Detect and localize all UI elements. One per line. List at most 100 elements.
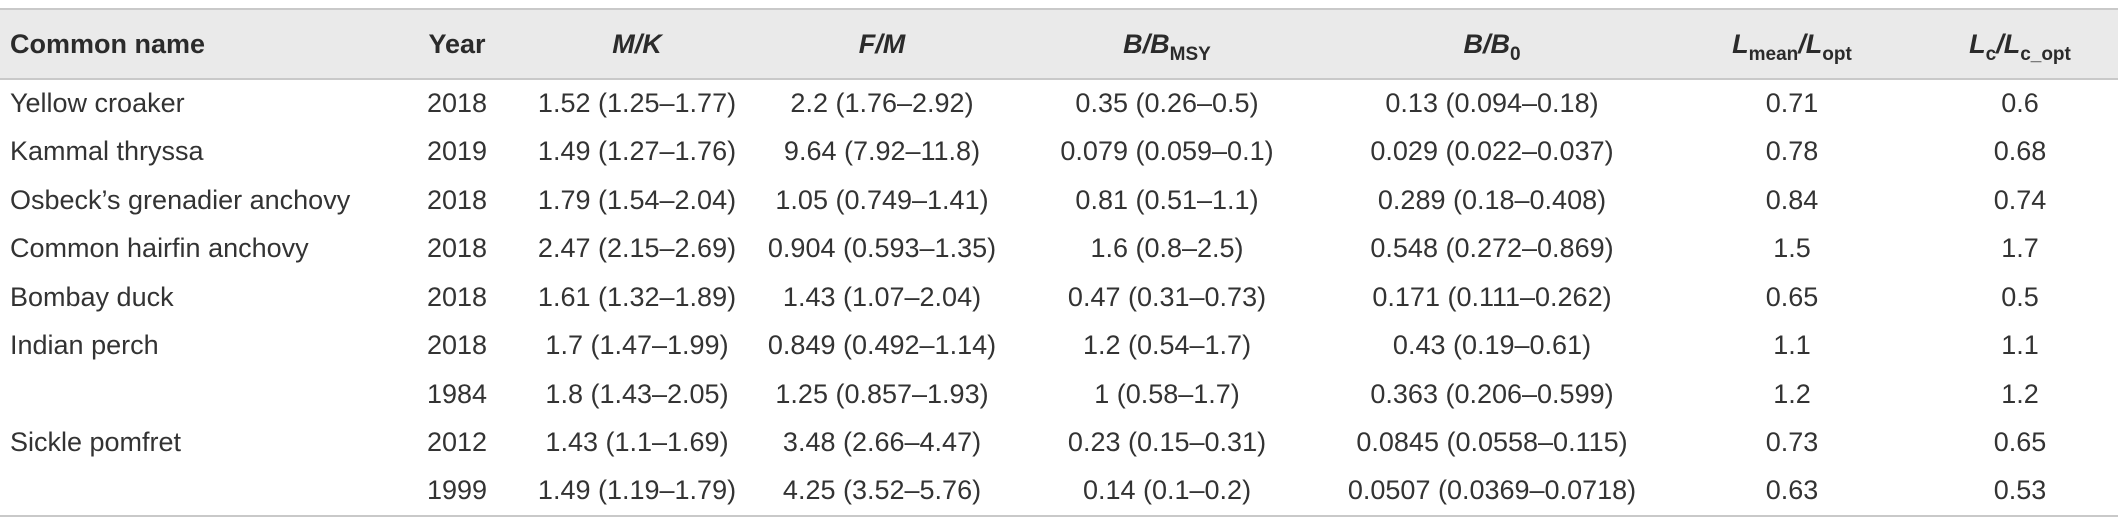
table-row: Common hairfin anchovy 2018 2.47 (2.15–2… (0, 225, 2118, 274)
cell-fm: 1.05 (0.749–1.41) (775, 184, 989, 215)
cell-common-name (0, 370, 392, 419)
cell-common-name: Kammal thryssa (10, 136, 204, 167)
cell-b-b0: 0.548 (0.272–0.869) (1370, 233, 1614, 264)
header-lmean-a: L (1732, 28, 1749, 59)
cell-lmean-lopt: 0.65 (1765, 281, 1819, 312)
header-lc-b: /L (1996, 28, 2021, 59)
table-row: Bombay duck 2018 1.61 (1.32–1.89) 1.43 (… (0, 273, 2118, 322)
header-row: Common name Year M/K F/M B/BMSY B/B0 Lme… (0, 9, 2118, 79)
header-lc-a: L (1969, 28, 1986, 59)
cell-fm: 0.904 (0.593–1.35) (767, 233, 997, 264)
header-b-bmsy-main: B/B (1123, 28, 1170, 59)
cell-lc-lcopt: 1.1 (2001, 330, 2039, 361)
cell-lc-lcopt: 0.68 (1993, 136, 2047, 167)
header-lmean-lopt: Lmean/Lopt (1662, 9, 1922, 79)
cell-b-bmsy: 0.14 (0.1–0.2) (1082, 475, 1252, 506)
cell-b-bmsy: 0.81 (0.51–1.1) (1075, 184, 1259, 215)
header-lmean-b-sub: opt (1822, 43, 1852, 65)
cell-year: 2018 (426, 233, 488, 264)
cell-lmean-lopt: 1.2 (1773, 378, 1811, 409)
header-lmean-b: /L (1798, 28, 1823, 59)
cell-fm: 4.25 (3.52–5.76) (782, 475, 982, 506)
table-row: Sickle pomfret 2012 1.43 (1.1–1.69) 3.48… (0, 419, 2118, 468)
cell-mk: 1.7 (1.47–1.99) (545, 330, 729, 361)
cell-lmean-lopt: 0.63 (1765, 475, 1819, 506)
cell-common-name: Osbeck’s grenadier anchovy (10, 184, 351, 215)
cell-b-bmsy: 0.35 (0.26–0.5) (1075, 88, 1259, 119)
cell-lc-lcopt: 0.5 (2001, 281, 2039, 312)
cell-lmean-lopt: 0.73 (1765, 427, 1819, 458)
cell-lc-lcopt: 0.65 (1993, 427, 2047, 458)
header-year: Year (428, 28, 486, 59)
cell-year: 2019 (426, 136, 488, 167)
cell-b-b0: 0.43 (0.19–0.61) (1392, 330, 1592, 361)
cell-common-name: Common hairfin anchovy (10, 233, 309, 264)
table-row: Yellow croaker 2018 1.52 (1.25–1.77) 2.2… (0, 79, 2118, 128)
cell-mk: 1.61 (1.32–1.89) (537, 281, 737, 312)
cell-fm: 1.25 (0.857–1.93) (775, 378, 989, 409)
stock-assessment-table: Common name Year M/K F/M B/BMSY B/B0 Lme… (0, 8, 2118, 517)
cell-b-b0: 0.029 (0.022–0.037) (1370, 136, 1614, 167)
cell-common-name: Yellow croaker (10, 88, 185, 119)
header-common-name: Common name (10, 28, 206, 59)
cell-mk: 1.8 (1.43–2.05) (545, 378, 729, 409)
table-row: 1984 1.8 (1.43–2.05) 1.25 (0.857–1.93) 1… (0, 370, 2118, 419)
header-b-bmsy-sub: MSY (1169, 43, 1211, 65)
cell-b-bmsy: 0.23 (0.15–0.31) (1067, 427, 1267, 458)
cell-year: 2018 (426, 281, 488, 312)
header-b-b0-main: B/B (1463, 28, 1510, 59)
cell-b-bmsy: 1.2 (0.54–1.7) (1082, 330, 1252, 361)
table-row: Kammal thryssa 2019 1.49 (1.27–1.76) 9.6… (0, 128, 2118, 177)
header-b-b0: B/B0 (1322, 9, 1662, 79)
cell-mk: 1.79 (1.54–2.04) (537, 184, 737, 215)
cell-year: 1984 (426, 378, 488, 409)
header-lc-a-sub: c (1985, 43, 1997, 65)
cell-mk: 1.52 (1.25–1.77) (537, 88, 737, 119)
cell-mk: 1.49 (1.19–1.79) (537, 475, 737, 506)
cell-b-b0: 0.0845 (0.0558–0.115) (1356, 427, 1628, 458)
cell-mk: 1.43 (1.1–1.69) (545, 427, 729, 458)
table-row: Indian perch 2018 1.7 (1.47–1.99) 0.849 … (0, 322, 2118, 371)
cell-mk: 2.47 (2.15–2.69) (537, 233, 737, 264)
header-b-bmsy: B/BMSY (1012, 9, 1322, 79)
header-lc-b-sub: c_opt (2020, 43, 2071, 65)
cell-b-b0: 0.289 (0.18–0.408) (1377, 184, 1607, 215)
cell-b-b0: 0.171 (0.111–0.262) (1372, 281, 1612, 312)
cell-common-name: Bombay duck (10, 281, 174, 312)
table-row: Osbeck’s grenadier anchovy 2018 1.79 (1.… (0, 176, 2118, 225)
cell-fm: 3.48 (2.66–4.47) (782, 427, 982, 458)
cell-b-b0: 0.0507 (0.0369–0.0718) (1347, 475, 1637, 506)
cell-lmean-lopt: 1.1 (1773, 330, 1811, 361)
cell-lmean-lopt: 0.84 (1765, 184, 1819, 215)
cell-lc-lcopt: 0.53 (1993, 475, 2047, 506)
cell-common-name (0, 467, 392, 516)
header-fm: F/M (858, 28, 906, 59)
cell-lmean-lopt: 0.71 (1765, 88, 1819, 119)
cell-fm: 1.43 (1.07–2.04) (782, 281, 982, 312)
cell-fm: 2.2 (1.76–2.92) (790, 88, 974, 119)
cell-b-bmsy: 1 (0.58–1.7) (1094, 378, 1240, 409)
cell-fm: 9.64 (7.92–11.8) (783, 136, 981, 167)
cell-year: 1999 (426, 475, 488, 506)
cell-fm: 0.849 (0.492–1.14) (767, 330, 997, 361)
cell-common-name: Sickle pomfret (10, 427, 182, 458)
cell-b-b0: 0.363 (0.206–0.599) (1370, 378, 1614, 409)
header-mk: M/K (612, 28, 662, 59)
cell-mk: 1.49 (1.27–1.76) (537, 136, 737, 167)
header-lmean-a-sub: mean (1748, 43, 1799, 65)
cell-year: 2012 (426, 427, 488, 458)
cell-lmean-lopt: 0.78 (1765, 136, 1819, 167)
cell-lc-lcopt: 0.74 (1993, 184, 2047, 215)
cell-b-bmsy: 1.6 (0.8–2.5) (1090, 233, 1244, 264)
cell-lc-lcopt: 0.6 (2001, 88, 2039, 119)
cell-lc-lcopt: 1.7 (2001, 233, 2039, 264)
cell-lmean-lopt: 1.5 (1773, 233, 1811, 264)
cell-year: 2018 (426, 88, 488, 119)
cell-b-bmsy: 0.079 (0.059–0.1) (1060, 136, 1274, 167)
header-b-b0-sub: 0 (1509, 43, 1521, 65)
cell-year: 2018 (426, 184, 488, 215)
cell-b-bmsy: 0.47 (0.31–0.73) (1067, 281, 1267, 312)
table-row: 1999 1.49 (1.19–1.79) 4.25 (3.52–5.76) 0… (0, 467, 2118, 516)
cell-b-b0: 0.13 (0.094–0.18) (1385, 88, 1599, 119)
